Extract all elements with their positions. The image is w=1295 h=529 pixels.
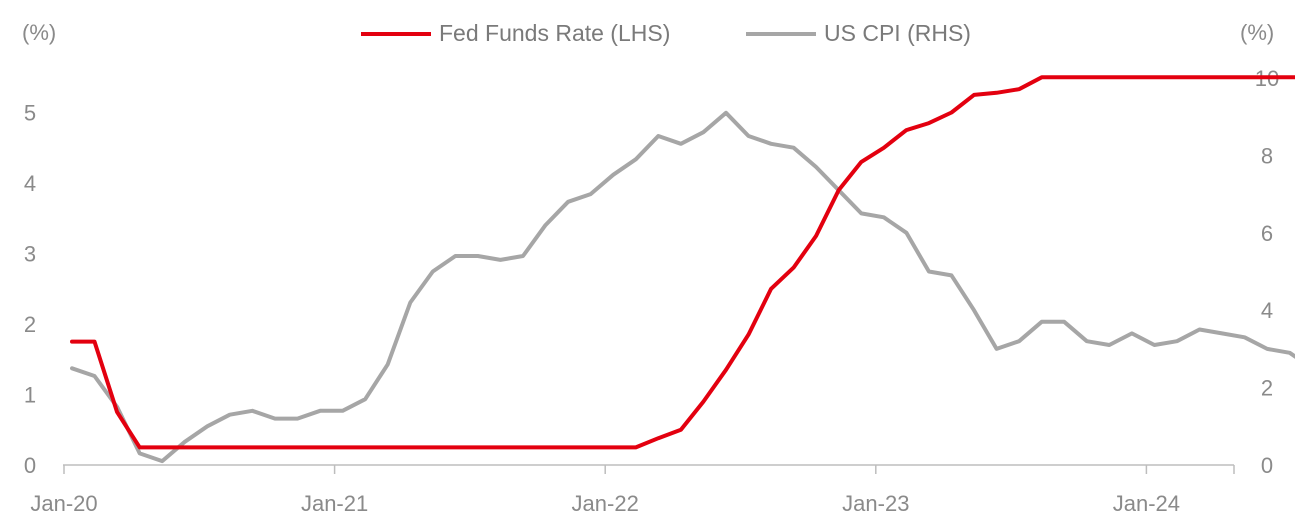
x-tick-label: Jan-24	[1113, 491, 1180, 516]
left-tick-label: 1	[24, 383, 36, 408]
left-tick-label: 4	[24, 171, 36, 196]
left-tick-label: 2	[24, 312, 36, 337]
right-tick-label: 4	[1261, 298, 1273, 323]
legend: Fed Funds Rate (LHS) US CPI (RHS)	[361, 20, 971, 46]
left-axis-unit: (%)	[22, 20, 56, 45]
right-tick-label: 8	[1261, 143, 1273, 168]
right-tick-label: 0	[1261, 453, 1273, 478]
right-tick-label: 6	[1261, 221, 1273, 246]
x-tick-label: Jan-20	[30, 491, 97, 516]
right-tick-label: 2	[1261, 376, 1273, 401]
x-tick-label: Jan-23	[842, 491, 909, 516]
series-line-us-cpi	[70, 110, 1295, 464]
left-tick-label: 5	[24, 101, 36, 126]
series-line-fed-funds	[70, 75, 1295, 450]
left-tick-label: 0	[24, 453, 36, 478]
left-tick-label: 3	[24, 242, 36, 267]
legend-label-fed-funds: Fed Funds Rate (LHS)	[439, 20, 670, 46]
right-axis-unit: (%)	[1240, 20, 1274, 45]
legend-label-us-cpi: US CPI (RHS)	[824, 20, 971, 46]
x-tick-label: Jan-21	[301, 491, 368, 516]
left-axis-ticks: 0 1 2 3 4 5	[24, 101, 36, 479]
series-layer	[70, 75, 1295, 464]
x-tick-label: Jan-22	[572, 491, 639, 516]
